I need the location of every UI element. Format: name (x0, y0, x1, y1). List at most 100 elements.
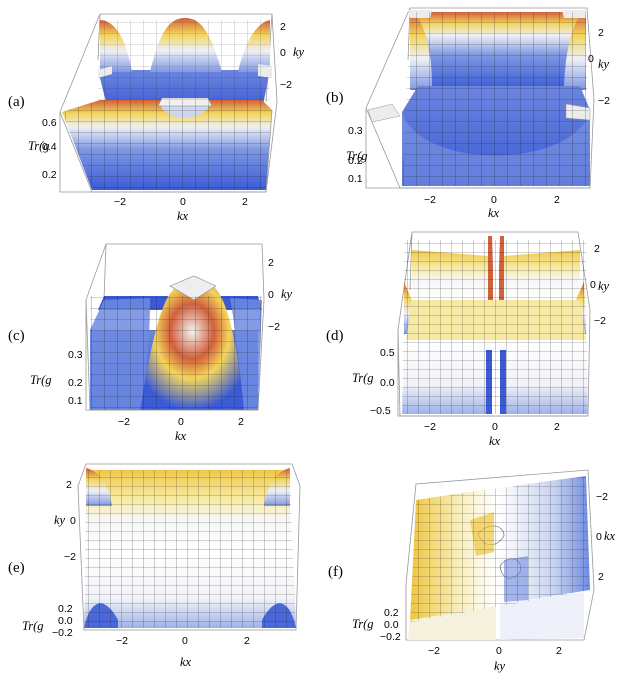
panel-e-x-tick-0: −2 (116, 635, 128, 647)
panel-c-y-tick-2: −2 (268, 321, 280, 333)
panel-c-y-tick-0: 2 (268, 257, 274, 269)
panel-d-x-tick-0: −2 (424, 421, 436, 433)
panel-a-x-tick-0: −2 (114, 196, 126, 208)
panel-c-x-tick-2: 2 (238, 416, 244, 428)
panel-d-y-tick-2: −2 (594, 315, 606, 327)
panel-a-y-tick-2: −2 (280, 79, 292, 91)
panel-c: (c) Tr(g 0.3 0.2 0.1 −2 0 2 kx 2 0 ky −2 (8, 243, 293, 443)
panel-f-y-title: kx (604, 529, 616, 543)
panel-a-x-title: kx (177, 209, 189, 223)
panel-f-z-tick-2: −0.2 (380, 631, 401, 643)
panel-c-y-tick-1: 0 (268, 289, 274, 301)
panel-b-mesh (402, 12, 590, 186)
panel-c-z-title: Tr(g (30, 373, 52, 387)
panel-c-z-tick-0: 0.3 (68, 349, 83, 361)
panel-f-y-tick-2: 2 (598, 571, 604, 583)
panel-d-y-title: ky (598, 279, 610, 293)
panel-a-label: (a) (8, 94, 25, 110)
panel-e-z-tick-1: 0.0 (58, 615, 73, 627)
panel-f-x-tick-0: −2 (428, 645, 440, 657)
panel-b-x-title: kx (488, 206, 500, 220)
panel-b-z-tick-1: 0.2 (348, 155, 363, 167)
panel-f-z-title: Tr(g (352, 617, 374, 631)
panel-b-z-title: Tr(g (346, 149, 368, 163)
panel-a-mesh-back (98, 20, 270, 100)
panel-e-z-tick-2: −0.2 (52, 627, 73, 639)
panel-f-z-tick-0: 0.2 (384, 607, 399, 619)
panel-e-label: (e) (8, 560, 25, 576)
panel-e-z-tick-0: 0.2 (58, 603, 73, 615)
panel-e-y-tick-1: 0 (70, 515, 76, 527)
panel-a-mesh-front (62, 100, 272, 190)
panel-d-x-tick-2: 2 (554, 421, 560, 433)
panel-c-z-tick-1: 0.2 (68, 377, 83, 389)
panel-b-y-tick-0: 2 (598, 27, 604, 39)
panel-f-y-tick-0: −2 (596, 491, 608, 503)
panel-a-z-tick-2: 0.2 (42, 169, 57, 181)
panel-e-x-tick-1: 0 (182, 635, 188, 647)
panel-c-x-title: kx (175, 429, 187, 443)
panel-e-x-tick-2: 2 (244, 635, 250, 647)
panel-f-x-tick-2: 2 (556, 645, 562, 657)
panel-d-z-title: Tr(g (352, 371, 374, 385)
panel-b-x-tick-2: 2 (554, 194, 560, 206)
panel-b-x-tick-1: 0 (491, 194, 497, 206)
panel-c-x-tick-0: −2 (118, 416, 130, 428)
panel-b-z-tick-2: 0.1 (348, 173, 363, 185)
panel-a-box-edges (59, 109, 273, 193)
panel-f-box (405, 469, 595, 641)
panel-d-box-edges (397, 330, 588, 417)
panel-f: (f) Tr(g 0.2 0.0 −0.2 −2 0 2 ky −2 0 kx … (328, 469, 616, 673)
panel-e-y-title: ky (54, 513, 66, 527)
panel-b-z-tick-0: 0.3 (348, 125, 363, 137)
panel-a: (a) Tr(g 0.6 0.4 0.2 −2 0 2 kx 2 0 ky −2 (8, 13, 305, 223)
panel-a-y-title: ky (293, 45, 305, 59)
panel-f-right-front (500, 592, 584, 640)
panel-f-left-front (408, 606, 496, 640)
panel-f-mesh (410, 476, 590, 622)
panel-d-z-tick-1: 0.0 (380, 377, 395, 389)
panel-d-z-tick-0: 0.5 (380, 347, 395, 359)
panel-b-cap-left (367, 103, 401, 123)
panel-c-x-tick-1: 0 (178, 416, 184, 428)
panel-e-y-tick-2: −2 (64, 551, 76, 563)
panel-b-box-edges (365, 108, 590, 189)
panel-a-y-tick-1: 0 (280, 47, 286, 59)
panel-b-y-title: ky (598, 57, 610, 71)
panel-c-label: (c) (8, 328, 25, 344)
panel-d-x-tick-1: 0 (492, 421, 498, 433)
panel-e-mesh (84, 470, 296, 628)
panel-f-z-tick-1: 0.0 (384, 619, 399, 631)
panel-f-x-title: ky (494, 659, 506, 673)
panel-e-y-tick-0: 2 (66, 479, 72, 491)
panel-b-label: (b) (326, 90, 344, 106)
panel-a-y-tick-0: 2 (280, 21, 286, 33)
panel-e: (e) Tr(g 0.2 0.0 −0.2 −2 0 2 kx 2 0 ky −… (8, 463, 301, 669)
panel-d-label: (d) (326, 328, 344, 344)
panel-d-x-title: kx (489, 434, 501, 448)
panel-b-y-tick-2: −2 (598, 95, 610, 107)
panel-a-z-tick-0: 0.6 (42, 117, 57, 129)
panel-d-y-tick-1: 0 (590, 279, 596, 291)
panel-e-x-title: kx (180, 655, 192, 669)
panel-f-label: (f) (328, 564, 343, 580)
panel-a-z-tick-1: 0.4 (42, 141, 57, 153)
panel-e-z-title: Tr(g (22, 619, 44, 633)
panel-c-peak-cap (169, 275, 217, 301)
panel-a-x-tick-1: 0 (180, 196, 186, 208)
panel-d: (d) Tr(g 0.5 0.0 −0.5 −2 0 2 kx 2 0 ky −… (326, 231, 610, 448)
panel-f-x-tick-1: 0 (496, 645, 502, 657)
panel-d-z-tick-2: −0.5 (370, 405, 391, 417)
panel-c-y-title: ky (281, 287, 293, 301)
panel-d-mesh (402, 240, 588, 414)
panel-a-x-tick-2: 2 (242, 196, 248, 208)
panel-a-z-title: Tr(g (28, 139, 50, 153)
panel-f-y-tick-1: 0 (596, 531, 602, 543)
panel-b-x-tick-0: −2 (424, 194, 436, 206)
panel-c-mesh (90, 296, 262, 410)
panel-d-y-tick-0: 2 (594, 243, 600, 255)
panel-c-z-tick-2: 0.1 (68, 395, 83, 407)
panel-b: (b) Tr(g 0.3 0.2 0.1 −2 0 2 kx 2 0 ky −2 (326, 7, 610, 220)
panel-c-box-edges (85, 300, 258, 411)
